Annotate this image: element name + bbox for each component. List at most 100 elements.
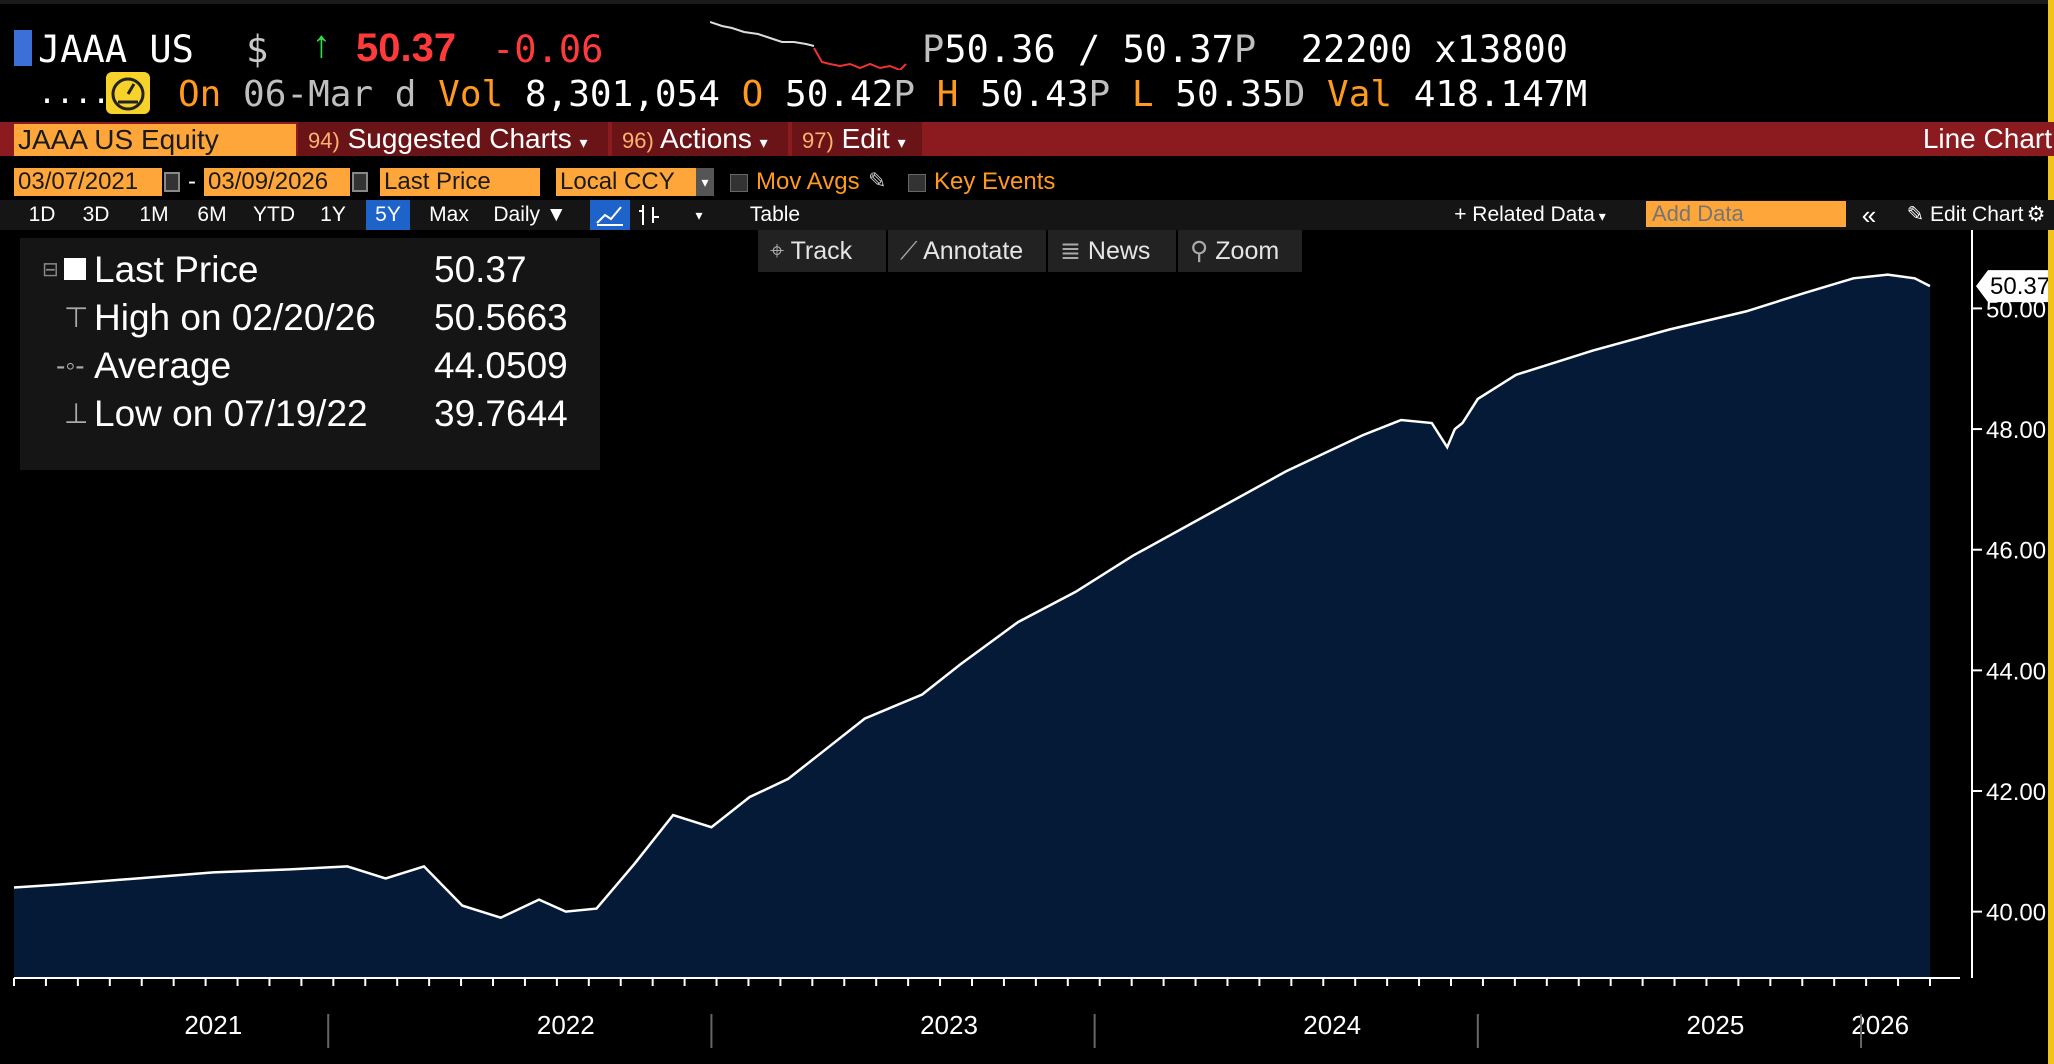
chart-type-label[interactable]: Line Chart	[1922, 123, 2052, 154]
last-price-tag: 50.37	[1976, 270, 2048, 303]
ticker-accent-bar	[14, 30, 32, 66]
legend-label: Last Price	[94, 249, 259, 290]
mov-avgs-checkbox[interactable]	[730, 174, 748, 192]
crosshair-icon: ⌖	[770, 237, 791, 265]
volume-value: 8,301,054	[524, 74, 720, 115]
news-label: News	[1087, 237, 1151, 265]
security-field[interactable]: JAAA US Equity	[14, 124, 296, 156]
period-6m[interactable]: 6M	[197, 203, 227, 226]
track-button[interactable]: ⌖ Track	[758, 230, 886, 272]
period-1d[interactable]: 1D	[28, 203, 56, 226]
speedometer-glyph	[111, 77, 145, 111]
start-date-input[interactable]: 03/07/2021	[14, 168, 162, 196]
ohlc-glyph	[639, 205, 659, 225]
collapse-box-icon[interactable]: ⊟	[42, 259, 59, 281]
low-label: L	[1131, 74, 1154, 115]
sparkline-red	[813, 47, 907, 70]
calendar-icon[interactable]	[164, 172, 180, 192]
collapse-icon[interactable]: «	[1861, 200, 1877, 230]
zoom-label: Zoom	[1215, 237, 1280, 265]
edit-chart-button[interactable]: ✎ Edit Chart	[1890, 200, 2040, 230]
suggested-charts-button[interactable]: 94) Suggested Charts ▾	[298, 122, 608, 156]
chevron-down-icon[interactable]: ▾	[696, 168, 714, 196]
table-button[interactable]: Table	[749, 203, 801, 226]
speedometer-icon[interactable]	[106, 72, 150, 114]
open-label: O	[741, 74, 764, 115]
open-value: 50.42	[785, 74, 894, 115]
period-1y[interactable]: 1Y	[320, 203, 346, 226]
last-price-marker	[1976, 270, 2048, 303]
on-label: On	[178, 74, 222, 115]
gear-icon[interactable]: ⚙	[2026, 203, 2046, 226]
x-tick-label: 2021	[184, 1010, 242, 1040]
x-tick-label: 2022	[537, 1010, 595, 1040]
legend-value: 50.37	[434, 249, 527, 290]
legend-row-low[interactable]: ⊥ Low on 07/19/22 39.7644	[20, 390, 600, 438]
bid-price: 50.36	[944, 28, 1056, 71]
chevron-down-icon: ▾	[579, 135, 588, 152]
last-price: 50.37	[356, 26, 457, 70]
period-5y[interactable]: 5Y	[366, 200, 410, 230]
key-events-label[interactable]: Key Events	[934, 168, 1056, 195]
y-tick-label: 48.00	[1986, 417, 2046, 444]
edit-button[interactable]: 97) Edit ▾	[792, 122, 922, 156]
field-select[interactable]: Last Price	[380, 168, 540, 196]
price-area	[14, 274, 1930, 979]
actions-number: 96)	[622, 128, 654, 153]
ask-price: 50.37	[1122, 28, 1234, 71]
period-max[interactable]: Max	[429, 203, 469, 226]
annotate-icon: ⟋	[900, 237, 924, 265]
val-value: 418.147M	[1413, 74, 1588, 115]
end-date-input[interactable]: 03/09/2026	[204, 168, 350, 196]
related-data-button[interactable]: + Related Data ▾	[1440, 200, 1620, 230]
zoom-button[interactable]: ⚲ Zoom	[1178, 230, 1302, 272]
chevron-down-icon: ▾	[1594, 208, 1606, 224]
legend-row-high[interactable]: ⊤ High on 02/20/26 50.5663	[20, 294, 600, 342]
low-value: 50.35	[1175, 74, 1284, 115]
x-axis-minor-ticks	[13, 978, 1931, 986]
up-arrow-icon: ↑	[312, 24, 331, 66]
ticker-symbol[interactable]: JAAA US	[38, 28, 194, 71]
legend-value: 39.7644	[434, 393, 568, 434]
edit-chart-label: Edit Chart	[1930, 203, 2024, 226]
legend-value: 50.5663	[434, 297, 568, 338]
vol-label: Vol	[438, 74, 504, 115]
frequency-select[interactable]: Daily ▼	[484, 200, 576, 230]
legend-row-average[interactable]: -◦- Average 44.0509	[20, 342, 600, 390]
high-suffix: P	[1088, 74, 1111, 115]
bid-size: 22200	[1300, 28, 1413, 71]
track-label: Track	[790, 237, 853, 265]
price-line	[13, 273, 1931, 920]
high-marker-icon: ⊤	[64, 302, 89, 333]
news-button[interactable]: ≣ News	[1048, 230, 1176, 272]
series-swatch	[64, 258, 86, 280]
line-chart-icon[interactable]	[590, 200, 630, 230]
suggested-charts-number: 94)	[308, 128, 340, 153]
legend-value: 44.0509	[434, 345, 568, 386]
period-3d[interactable]: 3D	[82, 203, 110, 226]
add-data-input[interactable]	[1646, 201, 1846, 227]
annotate-label: Annotate	[923, 237, 1024, 265]
open-suffix: P	[893, 74, 916, 115]
actions-button[interactable]: 96) Actions ▾	[612, 122, 788, 156]
key-events-checkbox[interactable]	[908, 174, 926, 192]
y-tick-label: 46.00	[1986, 538, 2046, 565]
chevron-down-icon[interactable]: ▾	[695, 207, 703, 223]
pencil-icon[interactable]: ✎	[868, 168, 887, 193]
mov-avgs-label[interactable]: Mov Avgs	[756, 168, 860, 195]
x-tick-label: 2025	[1686, 1010, 1744, 1040]
high-value: 50.43	[980, 74, 1089, 115]
stats-line: On 06-Mar d Vol 8,301,054 O 50.42P H 50.…	[178, 74, 1587, 115]
y-tick-label: 40.00	[1986, 900, 2046, 927]
legend-label: High on 02/20/26	[94, 297, 376, 338]
currency-select[interactable]: Local CCY	[556, 168, 696, 196]
period-1m[interactable]: 1M	[139, 203, 169, 226]
calendar-icon[interactable]	[352, 172, 368, 192]
legend-row-last[interactable]: ⊟ Last Price 50.37	[20, 246, 600, 294]
currency-symbol: $	[246, 28, 269, 71]
low-suffix: D	[1283, 74, 1306, 115]
period-ytd[interactable]: YTD	[253, 203, 295, 226]
last-price-tag-label: 50.37	[1990, 273, 2048, 300]
annotate-button[interactable]: ⟋ Annotate	[888, 230, 1046, 272]
ohlc-chart-icon[interactable]	[634, 200, 664, 230]
